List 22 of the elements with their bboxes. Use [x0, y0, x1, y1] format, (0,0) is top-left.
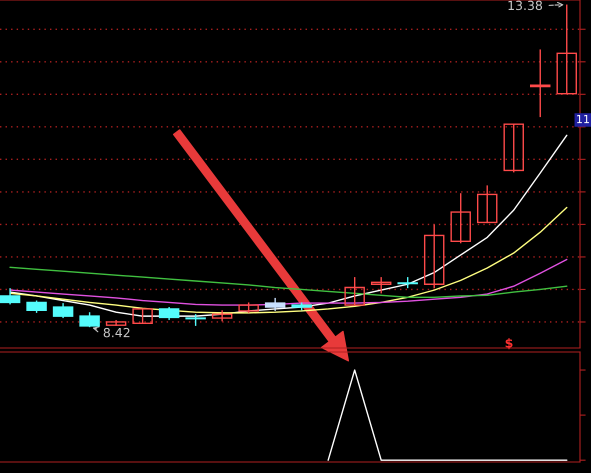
candlestick — [0, 287, 20, 306]
candlestick — [52, 302, 74, 319]
candlestick — [397, 276, 418, 289]
candlestick — [344, 276, 365, 306]
candlestick — [370, 276, 392, 294]
candlestick — [424, 224, 444, 289]
annotation: 13.38 — [508, 0, 542, 10]
candlestick — [503, 124, 524, 174]
candlestick — [450, 192, 471, 244]
candlestick — [238, 302, 259, 314]
candlestick — [132, 308, 153, 324]
candlestick — [26, 300, 47, 314]
annotation: 8.42 — [104, 328, 130, 338]
candlestick — [185, 313, 206, 327]
candlestick — [476, 184, 498, 224]
candlestick — [264, 297, 286, 312]
annotation: $ — [506, 338, 512, 350]
annotation: 11 — [577, 114, 589, 124]
candlestick — [79, 312, 100, 328]
candlestick — [530, 48, 550, 118]
candlestick — [158, 306, 180, 321]
candlestick — [212, 310, 232, 322]
